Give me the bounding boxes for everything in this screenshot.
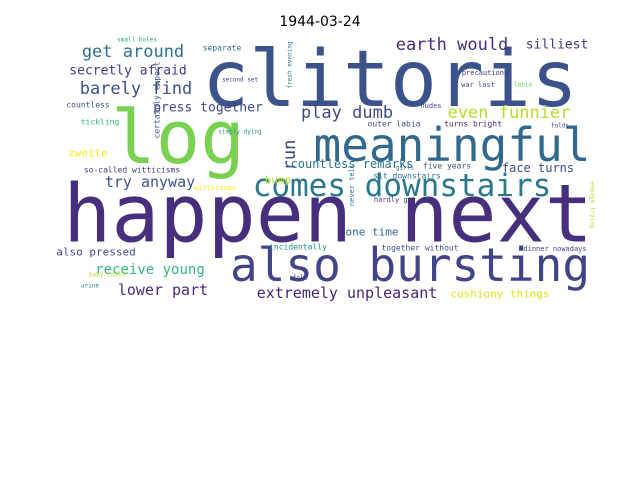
word: separate [203,44,242,53]
word: nudes [420,102,441,110]
word: face turns [502,161,574,175]
word: comes downstairs [253,168,552,204]
word: zweite [68,147,108,160]
word: certainly expect [153,61,162,138]
word: so-called witticisms [84,166,181,175]
word: girls [396,165,414,172]
word: labia [514,82,532,89]
word: clitoris [202,35,578,125]
word: dinner nowadays [523,245,586,253]
word: outer labia [368,120,421,129]
word: countless [66,101,110,110]
word: hardly get [374,196,416,204]
word: also pressed [56,246,135,259]
word: receive young [95,262,205,278]
word: simply dying [218,129,262,136]
word: cushiony things [450,288,549,301]
word: extremely unpleasant [257,284,438,302]
word: lower part [118,281,208,299]
word: together without [381,244,458,253]
word: sit downstairs [373,172,441,181]
word: fresh evening [287,41,294,88]
word: countless remarks [291,157,414,171]
word: log [111,95,245,181]
word: press together [153,101,263,116]
word: war last [461,81,495,89]
word: folds [551,123,569,130]
word: fold [293,275,308,282]
chart-title: 1944-03-24 [279,14,360,30]
word: enough trying [589,182,596,229]
word: second set [222,77,259,84]
word: try anyway [105,173,195,191]
word: silliest [526,38,589,53]
word: secretly afraid [69,64,186,79]
word: happen next [63,168,593,261]
word: small holes [117,37,157,44]
word: urine [81,283,99,290]
word: one time [346,226,399,239]
word: earth would [396,35,509,55]
word: incidentally [269,243,327,252]
word: turns bright [444,120,502,129]
word: witticisms [194,184,236,192]
word: meaningful [314,118,591,172]
word: tickling [81,118,120,127]
word: barely find [80,79,193,99]
word: even funnier [448,103,571,123]
word: get around [82,42,184,62]
word: also bursting [230,238,590,292]
word: play dumb [301,103,393,123]
word: precautions [462,69,508,77]
word: five years [423,162,471,171]
word: bump [265,174,292,187]
word: run [280,140,300,171]
word: baby could [89,272,126,279]
word: never tell [348,164,356,206]
